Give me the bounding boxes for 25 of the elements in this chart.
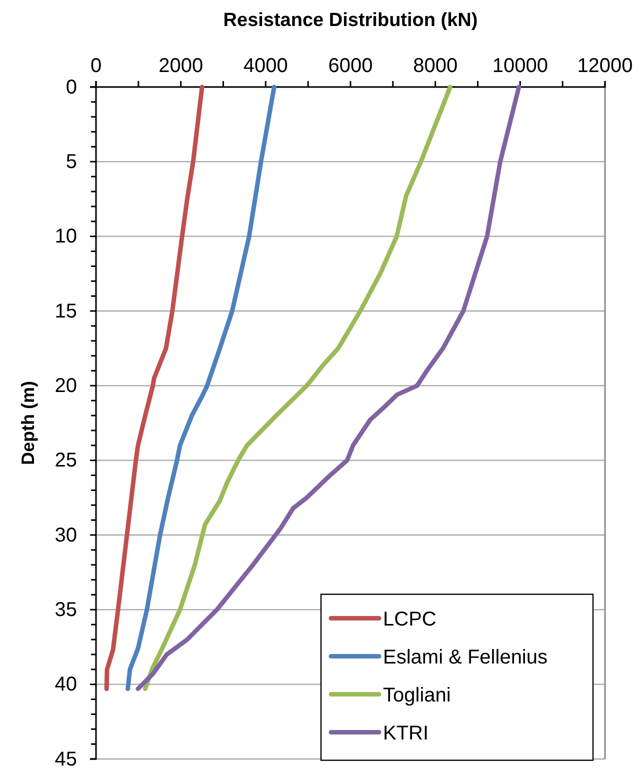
y-tick-label: 30 bbox=[54, 524, 77, 546]
y-tick-label: 5 bbox=[66, 151, 77, 174]
y-tick-label: 40 bbox=[54, 674, 77, 696]
y-tick-label: 25 bbox=[54, 450, 77, 472]
line-series bbox=[104, 84, 204, 692]
y-tick-label: 20 bbox=[54, 375, 77, 398]
y-tick-label: 15 bbox=[54, 300, 77, 322]
x-tick-label: 4000 bbox=[243, 55, 288, 77]
y-axis-title: Depth (m) bbox=[18, 381, 38, 465]
legend-label: LCPC bbox=[383, 608, 436, 630]
legend-label: Togliani bbox=[383, 684, 451, 706]
line-series bbox=[126, 84, 276, 692]
y-tick-label: 0 bbox=[66, 76, 77, 98]
x-axis-title: Resistance Distribution (kN) bbox=[223, 10, 478, 31]
x-tick-label: 2000 bbox=[158, 55, 204, 77]
x-tick-label: 6000 bbox=[328, 55, 373, 77]
y-tick-label: 45 bbox=[54, 748, 77, 770]
x-tick-label: 8000 bbox=[413, 55, 458, 77]
y-tick-label: 10 bbox=[54, 226, 77, 248]
x-tick-label: 12000 bbox=[577, 55, 633, 77]
legend-label: KTRI bbox=[383, 722, 429, 744]
y-tick-label: 35 bbox=[54, 599, 77, 622]
legend-label: Eslami & Fellenius bbox=[383, 646, 548, 668]
x-tick-label: 0 bbox=[90, 55, 102, 77]
x-tick-label: 10000 bbox=[492, 55, 548, 77]
